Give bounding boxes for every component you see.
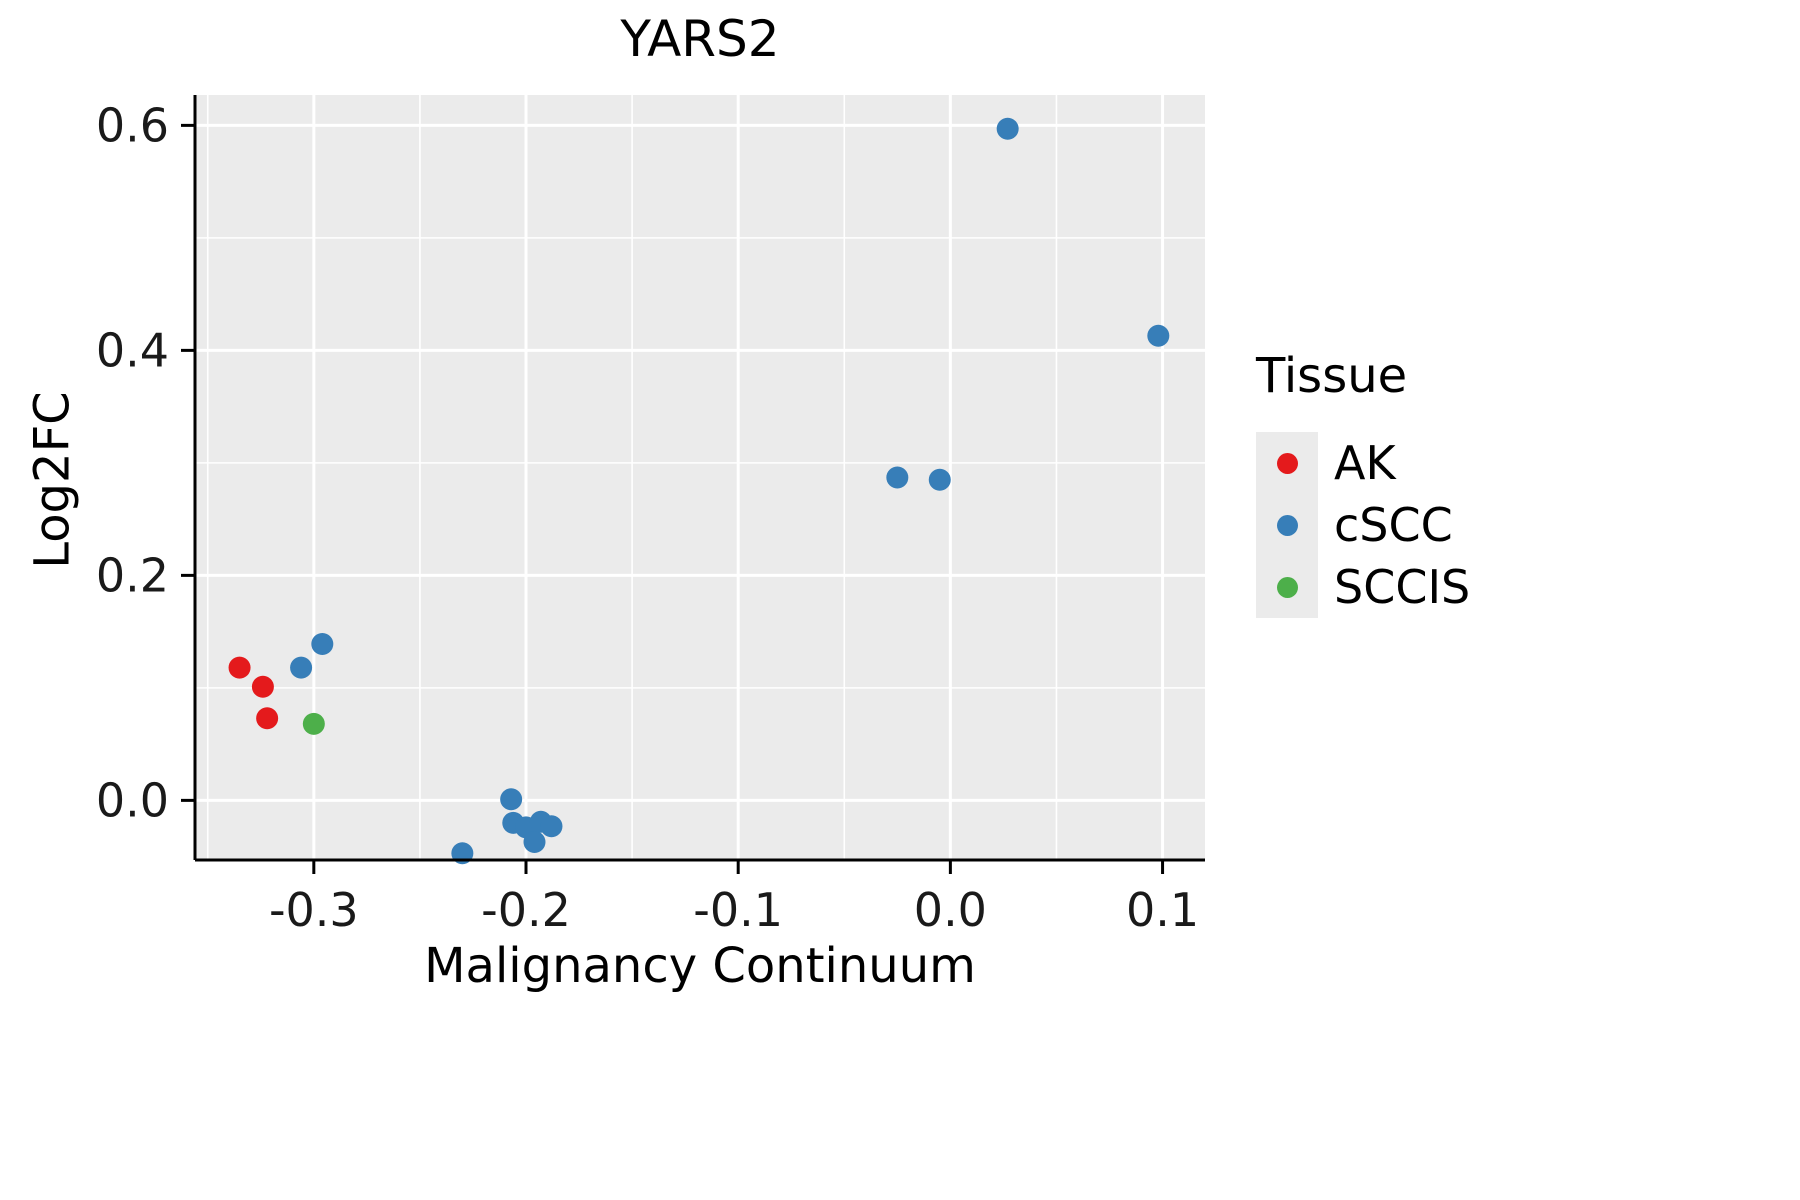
x-tick-label: -0.1 [693, 883, 783, 937]
legend-dot-sccis-icon [1276, 576, 1298, 598]
data-point-cscc [500, 788, 523, 811]
x-tick-label: 0.1 [1126, 883, 1199, 937]
data-point-cscc [1147, 324, 1170, 347]
data-point-cscc [928, 468, 951, 491]
legend-dot-cscc-icon [1276, 514, 1298, 536]
x-axis-label: Malignancy Continuum [424, 938, 976, 994]
data-point-ak [251, 675, 274, 698]
y-tick-label: 0.6 [96, 98, 169, 152]
legend-item-cscc: cSCC [1256, 494, 1470, 556]
data-point-ak [256, 707, 279, 730]
legend: Tissue AK cSCC SCCIS [1256, 348, 1470, 618]
legend-label-sccis: SCCIS [1334, 560, 1471, 614]
data-point-cscc [886, 466, 909, 489]
legend-key-sccis [1256, 556, 1318, 618]
legend-label-ak: AK [1334, 436, 1396, 490]
legend-item-sccis: SCCIS [1256, 556, 1470, 618]
y-axis-label: Log2FC [24, 391, 81, 569]
legend-dot-ak-icon [1276, 452, 1298, 474]
plot-panel [195, 95, 1205, 860]
legend-key-ak [1256, 432, 1318, 494]
y-tick-label: 0.2 [96, 548, 169, 602]
data-point-cscc [540, 815, 563, 838]
y-tick-label: 0.0 [96, 773, 169, 827]
data-point-cscc [523, 831, 546, 853]
legend-item-ak: AK [1256, 432, 1470, 494]
x-tick-label: -0.3 [269, 883, 359, 937]
data-point-cscc [311, 633, 334, 655]
legend-label-cscc: cSCC [1334, 498, 1453, 552]
legend-items: AK cSCC SCCIS [1256, 432, 1470, 618]
data-point-ak [228, 656, 251, 679]
y-tick-label: 0.4 [96, 323, 169, 377]
data-point-cscc [996, 117, 1019, 140]
data-point-sccis [302, 712, 325, 735]
x-tick-label: -0.2 [481, 883, 571, 937]
chart-title: YARS2 [620, 10, 780, 68]
legend-key-cscc [1256, 494, 1318, 556]
x-tick-label: 0.0 [914, 883, 987, 937]
data-point-cscc [290, 656, 313, 679]
legend-title: Tissue [1256, 348, 1408, 404]
